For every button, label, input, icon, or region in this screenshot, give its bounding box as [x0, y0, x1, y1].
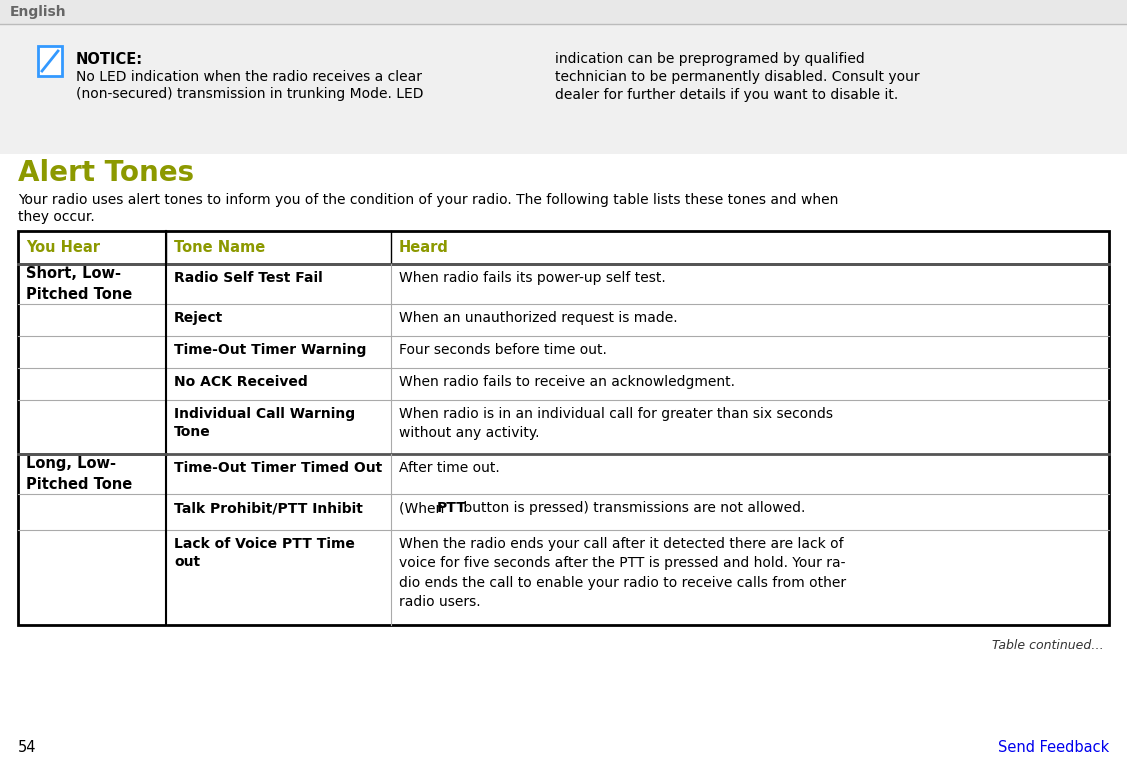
Text: English: English: [10, 5, 66, 19]
Text: (When: (When: [399, 501, 449, 515]
Text: Four seconds before time out.: Four seconds before time out.: [399, 343, 606, 357]
Text: Reject: Reject: [174, 311, 223, 325]
Bar: [18, 231, 1109, 625]
Text: When radio fails its power-up self test.: When radio fails its power-up self test.: [399, 271, 666, 285]
Text: Table continued…: Table continued…: [992, 639, 1104, 652]
Text: Time-Out Timer Warning: Time-Out Timer Warning: [174, 343, 366, 357]
Text: technician to be permanently disabled. Consult your: technician to be permanently disabled. C…: [554, 70, 920, 84]
Text: Your radio uses alert tones to inform you of the condition of your radio. The fo: Your radio uses alert tones to inform yo…: [18, 193, 838, 207]
Text: indication can be preprogramed by qualified: indication can be preprogramed by qualif…: [554, 52, 864, 66]
Bar: [38, 46, 62, 76]
Text: When radio is in an individual call for greater than six seconds
without any act: When radio is in an individual call for …: [399, 407, 833, 441]
Text: button is pressed) transmissions are not allowed.: button is pressed) transmissions are not…: [459, 501, 806, 515]
Text: they occur.: they occur.: [18, 210, 95, 224]
Text: No ACK Received: No ACK Received: [174, 375, 308, 389]
Bar: [0, 24, 1127, 154]
Text: Alert Tones: Alert Tones: [18, 159, 194, 187]
Text: Short, Low-
Pitched Tone: Short, Low- Pitched Tone: [26, 266, 132, 302]
Text: When an unauthorized request is made.: When an unauthorized request is made.: [399, 311, 677, 325]
Text: Individual Call Warning
Tone: Individual Call Warning Tone: [174, 407, 355, 439]
Text: NOTICE:: NOTICE:: [76, 52, 143, 67]
Text: No LED indication when the radio receives a clear: No LED indication when the radio receive…: [76, 70, 421, 84]
Text: After time out.: After time out.: [399, 461, 499, 475]
Text: Radio Self Test Fail: Radio Self Test Fail: [174, 271, 322, 285]
Text: (non-secured) transmission in trunking Mode. LED: (non-secured) transmission in trunking M…: [76, 87, 424, 101]
Text: Time-Out Timer Timed Out: Time-Out Timer Timed Out: [174, 461, 382, 475]
Text: When radio fails to receive an acknowledgment.: When radio fails to receive an acknowled…: [399, 375, 735, 389]
Text: Lack of Voice PTT Time
out: Lack of Voice PTT Time out: [174, 537, 355, 569]
Text: dealer for further details if you want to disable it.: dealer for further details if you want t…: [554, 88, 898, 102]
Text: You Hear: You Hear: [26, 240, 100, 255]
Text: Heard: Heard: [399, 240, 449, 255]
Text: When the radio ends your call after it detected there are lack of
voice for five: When the radio ends your call after it d…: [399, 537, 846, 610]
Text: Long, Low-
Pitched Tone: Long, Low- Pitched Tone: [26, 456, 132, 492]
Text: Send Feedback: Send Feedback: [997, 740, 1109, 754]
Text: Talk Prohibit/PTT Inhibit: Talk Prohibit/PTT Inhibit: [174, 501, 363, 515]
Text: PTT: PTT: [437, 501, 467, 515]
Text: 54: 54: [18, 740, 36, 754]
Text: Tone Name: Tone Name: [174, 240, 265, 255]
Bar: [0, 0, 1127, 24]
